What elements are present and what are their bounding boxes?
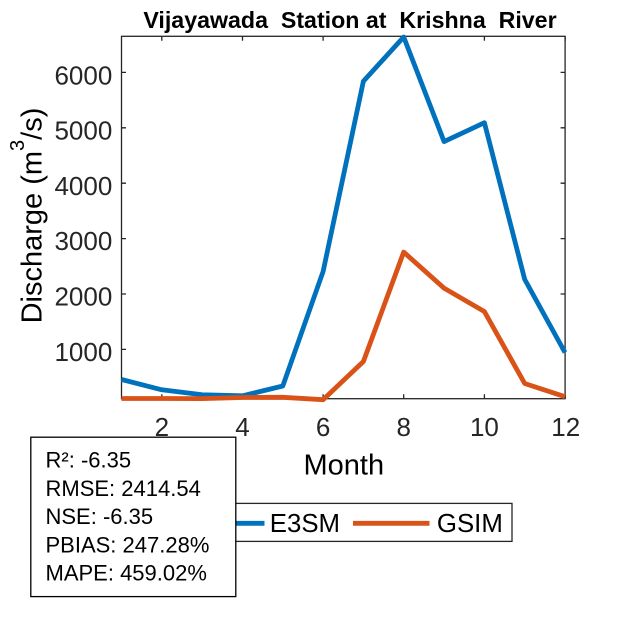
svg-text:PBIAS: 247.28%: PBIAS: 247.28% (46, 532, 210, 557)
svg-text:NSE: -6.35: NSE: -6.35 (46, 504, 154, 529)
svg-text:3000: 3000 (54, 226, 112, 256)
svg-text:Vijayawada Station at Krishn: Vijayawada Station at Krishna River (143, 7, 556, 33)
svg-text:8: 8 (396, 412, 410, 442)
svg-text:Month: Month (303, 450, 384, 482)
svg-text:R²: -6.35: R²: -6.35 (46, 448, 132, 473)
svg-text:6000: 6000 (54, 61, 112, 91)
svg-text:RMSE: 2414.54: RMSE: 2414.54 (46, 476, 201, 501)
svg-text:E3SM: E3SM (270, 510, 340, 538)
svg-text:2000: 2000 (54, 281, 112, 311)
svg-text:GSIM: GSIM (437, 510, 503, 538)
svg-text:1000: 1000 (54, 337, 112, 367)
svg-text:2: 2 (155, 412, 169, 442)
svg-text:MAPE: 459.02%: MAPE: 459.02% (46, 561, 207, 586)
svg-text:6: 6 (316, 412, 330, 442)
svg-text:10: 10 (470, 412, 499, 442)
svg-text:4000: 4000 (54, 171, 112, 201)
svg-text:5000: 5000 (54, 115, 112, 145)
svg-text:12: 12 (551, 412, 580, 442)
svg-text:4: 4 (235, 412, 249, 442)
